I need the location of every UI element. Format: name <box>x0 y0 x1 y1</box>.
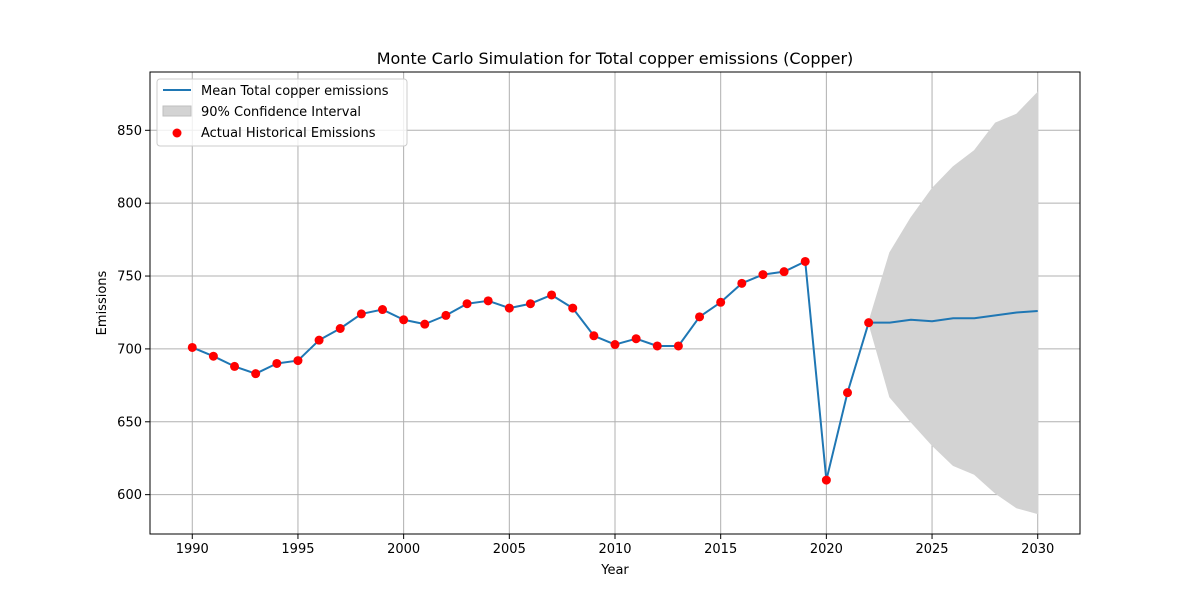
historical-emission-point <box>610 340 620 350</box>
historical-emission-point <box>335 324 345 334</box>
legend-band-swatch <box>162 105 192 117</box>
historical-emission-point <box>673 341 683 351</box>
x-tick-label: 2020 <box>810 542 843 557</box>
x-tick-label: 2005 <box>493 542 526 557</box>
historical-emission-point <box>864 318 874 328</box>
y-tick-label: 850 <box>117 124 142 139</box>
historical-points-layer <box>187 256 874 485</box>
y-tick-label: 600 <box>117 488 142 503</box>
x-tick-label: 2010 <box>598 542 631 557</box>
historical-emission-point <box>356 309 366 319</box>
historical-emission-point <box>843 388 852 398</box>
historical-emission-point <box>272 358 282 368</box>
historical-emission-point <box>314 335 324 345</box>
axis-ticks: 1990 1995 2000 2005 2010 2015 2020 2025 2030 600 6… <box>117 124 1054 557</box>
confidence-interval-band <box>868 91 1039 515</box>
historical-emission-point <box>504 303 514 313</box>
historical-emission-point <box>800 256 810 266</box>
historical-emission-point <box>652 341 662 351</box>
historical-emission-point <box>695 312 705 322</box>
y-tick-label: 650 <box>117 415 142 430</box>
historical-emission-point <box>631 334 641 344</box>
historical-emission-point <box>568 303 578 313</box>
historical-emission-point <box>589 331 599 341</box>
historical-emission-point <box>737 278 747 288</box>
legend-entry-confidence-interval: 90% Confidence Interval <box>201 105 361 120</box>
legend-point-swatch <box>172 128 182 138</box>
x-axis-label: Year <box>600 563 629 578</box>
historical-emission-point <box>399 315 409 325</box>
legend: Mean Total copper emissions 90% Confiden… <box>156 78 408 147</box>
legend-entry-mean: Mean Total copper emissions <box>201 84 389 99</box>
legend-entry-historical: Actual Historical Emissions <box>201 126 376 141</box>
historical-emission-point <box>525 299 535 309</box>
x-tick-label: 2030 <box>1021 542 1054 557</box>
y-tick-label: 750 <box>117 270 142 285</box>
historical-emission-point <box>293 356 303 366</box>
historical-emission-point <box>378 305 387 315</box>
historical-emission-point <box>821 475 831 485</box>
chart-title: Monte Carlo Simulation for Total copper … <box>377 49 854 68</box>
historical-emission-point <box>230 361 240 371</box>
historical-emission-point <box>462 299 472 309</box>
historical-emission-point <box>483 296 493 306</box>
y-axis-label: Emissions <box>95 270 110 335</box>
y-tick-label: 700 <box>117 342 142 357</box>
confidence-band-layer <box>868 91 1039 515</box>
legend-box <box>156 78 408 147</box>
historical-emission-point <box>208 351 218 361</box>
historical-emission-point <box>758 270 768 280</box>
x-tick-label: 2000 <box>387 542 420 557</box>
y-tick-label: 800 <box>117 197 142 212</box>
x-tick-label: 2015 <box>704 542 737 557</box>
x-tick-label: 1990 <box>176 542 209 557</box>
historical-emission-point <box>251 369 261 379</box>
x-tick-label: 1995 <box>281 542 314 557</box>
historical-emission-point <box>779 267 789 277</box>
historical-emission-point <box>187 342 197 352</box>
historical-emission-point <box>420 319 430 329</box>
historical-emission-point <box>547 290 557 300</box>
historical-emission-point <box>441 310 451 320</box>
historical-emission-point <box>716 297 726 307</box>
x-tick-label: 2025 <box>915 542 948 557</box>
